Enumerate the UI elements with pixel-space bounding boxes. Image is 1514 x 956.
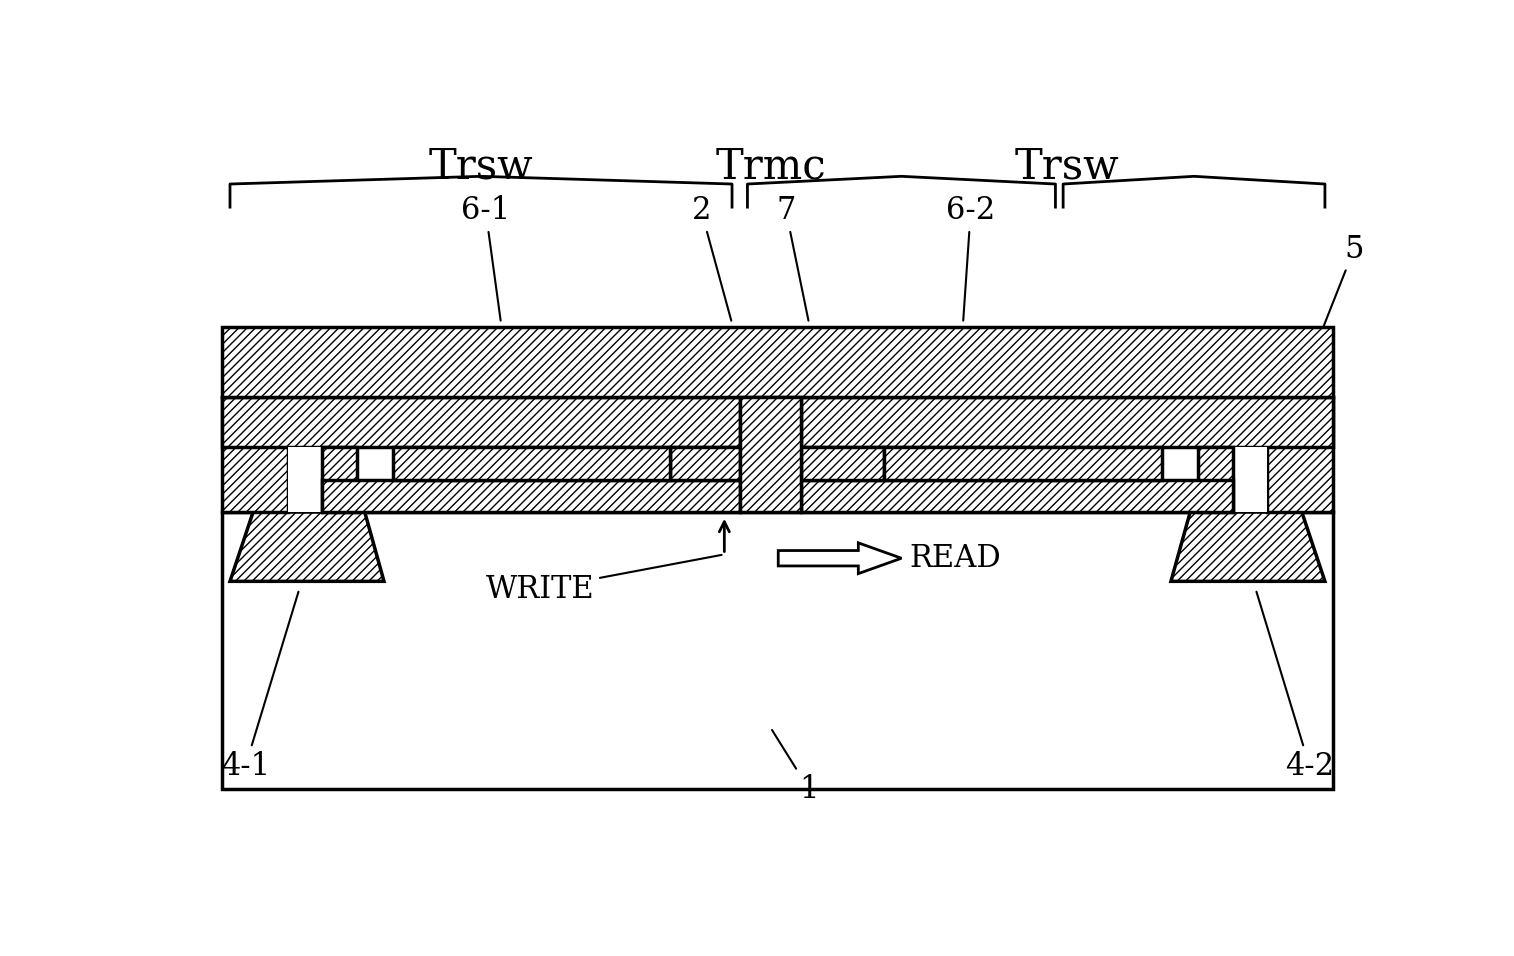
Polygon shape — [1170, 512, 1325, 581]
Text: Trsw: Trsw — [428, 145, 533, 187]
Polygon shape — [740, 397, 801, 512]
Polygon shape — [801, 480, 1232, 512]
Polygon shape — [394, 446, 671, 480]
Polygon shape — [1198, 446, 1232, 512]
Text: 7: 7 — [777, 195, 808, 320]
Polygon shape — [223, 397, 288, 512]
Text: Trsw: Trsw — [1014, 145, 1119, 187]
Polygon shape — [1198, 446, 1267, 512]
Text: WRITE: WRITE — [486, 554, 722, 604]
Text: 2: 2 — [692, 195, 731, 320]
Polygon shape — [801, 446, 884, 480]
Polygon shape — [322, 446, 357, 512]
Polygon shape — [884, 446, 1161, 480]
Polygon shape — [230, 512, 385, 581]
Text: READ: READ — [908, 543, 1001, 574]
Polygon shape — [223, 397, 740, 446]
Polygon shape — [322, 480, 740, 512]
Polygon shape — [223, 327, 1332, 397]
Text: 4-1: 4-1 — [221, 592, 298, 782]
Text: 1: 1 — [772, 730, 819, 805]
Polygon shape — [801, 397, 1332, 446]
Text: 4-2: 4-2 — [1257, 592, 1334, 782]
Polygon shape — [1267, 397, 1332, 512]
Polygon shape — [223, 512, 1332, 790]
Text: Trmc: Trmc — [715, 145, 825, 187]
Polygon shape — [778, 543, 901, 574]
Text: 5: 5 — [1311, 234, 1364, 359]
Text: 6-1: 6-1 — [460, 195, 510, 320]
Polygon shape — [671, 446, 740, 480]
Text: 6-2: 6-2 — [946, 195, 995, 320]
Polygon shape — [288, 446, 357, 512]
